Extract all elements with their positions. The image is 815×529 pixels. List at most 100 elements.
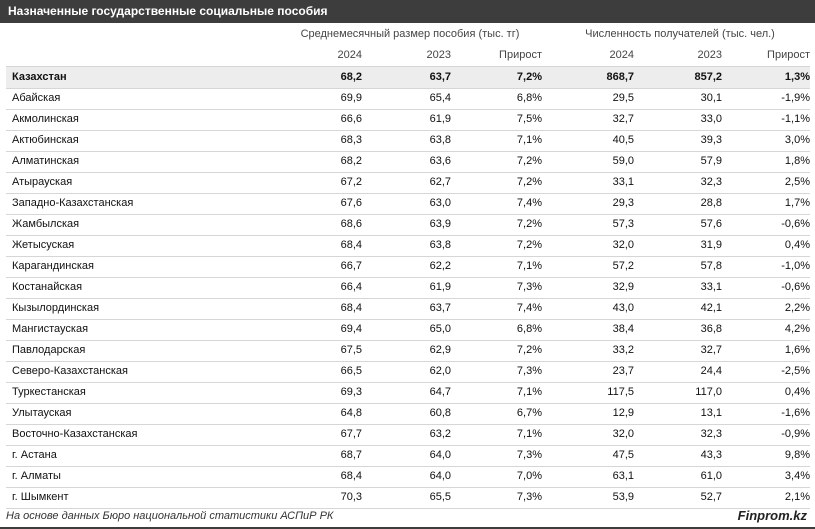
table-cell: 43,3: [700, 449, 722, 461]
table-cell: 70,3: [340, 491, 362, 503]
table-cell: 7,5%: [516, 113, 542, 125]
table-cell: 7,2%: [516, 176, 542, 188]
row-label: Улытауская: [12, 407, 72, 419]
table-cell: 57,6: [700, 218, 722, 230]
table-cell: 67,5: [340, 344, 362, 356]
table-cell: 7,2%: [516, 71, 542, 83]
table-cell: 32,7: [612, 113, 634, 125]
table-cell: 63,1: [612, 470, 634, 482]
table-cell: 57,9: [700, 155, 722, 167]
table-cell: 66,7: [340, 260, 362, 272]
table-cell: 68,3: [340, 134, 362, 146]
table-cell: 7,3%: [516, 491, 542, 503]
table-cell: 31,9: [700, 239, 722, 251]
row-rule: [6, 235, 810, 236]
row-label: Северо-Казахстанская: [12, 365, 128, 377]
table-cell: -0,6%: [781, 218, 810, 230]
table-cell: 7,3%: [516, 449, 542, 461]
row-label: Алматинская: [12, 155, 80, 167]
table-cell: 63,7: [429, 302, 451, 314]
table-cell: 7,4%: [516, 302, 542, 314]
table-cell: -0,9%: [781, 428, 810, 440]
table-cell: 7,3%: [516, 365, 542, 377]
row-rule: [6, 193, 810, 194]
row-rule: [6, 277, 810, 278]
table-cell: 64,7: [429, 386, 451, 398]
table-cell: -0,6%: [781, 281, 810, 293]
row-rule: [6, 403, 810, 404]
row-rule: [6, 88, 810, 89]
row-label: Кызылординская: [12, 302, 100, 314]
column-header: 2024: [337, 49, 362, 61]
table-cell: 39,3: [700, 134, 722, 146]
row-rule: [6, 487, 810, 488]
table-cell: 63,0: [429, 197, 451, 209]
table-cell: 2,2%: [784, 302, 810, 314]
table-cell: 12,9: [612, 407, 634, 419]
table-cell: 65,0: [429, 323, 451, 335]
row-label: Костанайская: [12, 281, 83, 293]
table-cell: 62,9: [429, 344, 451, 356]
column-header: 2023: [426, 49, 451, 61]
table-cell: 63,8: [429, 239, 451, 251]
row-rule: [6, 298, 810, 299]
row-rule: [6, 130, 810, 131]
row-rule: [6, 319, 810, 320]
table-cell: 117,0: [695, 386, 722, 398]
table-cell: 6,7%: [516, 407, 542, 419]
table-cell: 28,8: [700, 197, 722, 209]
table-cell: 0,4%: [784, 239, 810, 251]
bottom-rule: [0, 527, 815, 529]
table-cell: 32,0: [612, 428, 634, 440]
title: Назначенные государственные социальные п…: [8, 4, 328, 18]
table-cell: 33,1: [612, 176, 634, 188]
table-cell: 63,8: [429, 134, 451, 146]
table-cell: 29,3: [612, 197, 634, 209]
column-header: Прирост: [499, 49, 542, 61]
table-cell: 7,3%: [516, 281, 542, 293]
header-rule: [6, 66, 810, 67]
table-cell: 7,2%: [516, 344, 542, 356]
row-label: г. Астана: [12, 449, 57, 461]
group-header: Численность получателей (тыс. чел.): [585, 28, 775, 40]
brand: Finprom.kz: [737, 508, 807, 523]
table-cell: 47,5: [612, 449, 634, 461]
table-cell: 68,2: [340, 155, 362, 167]
table-cell: -1,1%: [781, 113, 810, 125]
table-cell: 29,5: [612, 92, 634, 104]
table-cell: 64,8: [340, 407, 362, 419]
table-cell: 23,7: [612, 365, 634, 377]
table-cell: 62,2: [429, 260, 451, 272]
table-cell: 7,0%: [516, 470, 542, 482]
row-label: Павлодарская: [12, 344, 86, 356]
table-cell: 69,4: [340, 323, 362, 335]
row-label: г. Алматы: [12, 470, 61, 482]
table-cell: 68,4: [340, 470, 362, 482]
table-cell: -1,9%: [781, 92, 810, 104]
row-label: Туркестанская: [12, 386, 86, 398]
table-cell: 40,5: [612, 134, 634, 146]
table-cell: 7,1%: [516, 260, 542, 272]
row-rule: [6, 109, 810, 110]
table-cell: 52,7: [700, 491, 722, 503]
table-cell: -2,5%: [781, 365, 810, 377]
table-cell: 9,8%: [784, 449, 810, 461]
table-cell: 6,8%: [516, 92, 542, 104]
row-rule: [6, 508, 810, 509]
table-cell: 7,1%: [516, 386, 542, 398]
row-label: Казахстан: [12, 71, 67, 83]
table-cell: 117,5: [607, 386, 634, 398]
table-cell: 38,4: [612, 323, 634, 335]
table-cell: 1,3%: [784, 71, 810, 83]
table-cell: 62,7: [429, 176, 451, 188]
row-rule: [6, 466, 810, 467]
table-cell: 30,1: [700, 92, 722, 104]
table-cell: 24,4: [700, 365, 722, 377]
table-cell: 62,0: [429, 365, 451, 377]
table-cell: 61,0: [700, 470, 722, 482]
row-rule: [6, 424, 810, 425]
row-rule: [6, 214, 810, 215]
table-cell: 68,7: [340, 449, 362, 461]
table-cell: 63,7: [429, 71, 451, 83]
